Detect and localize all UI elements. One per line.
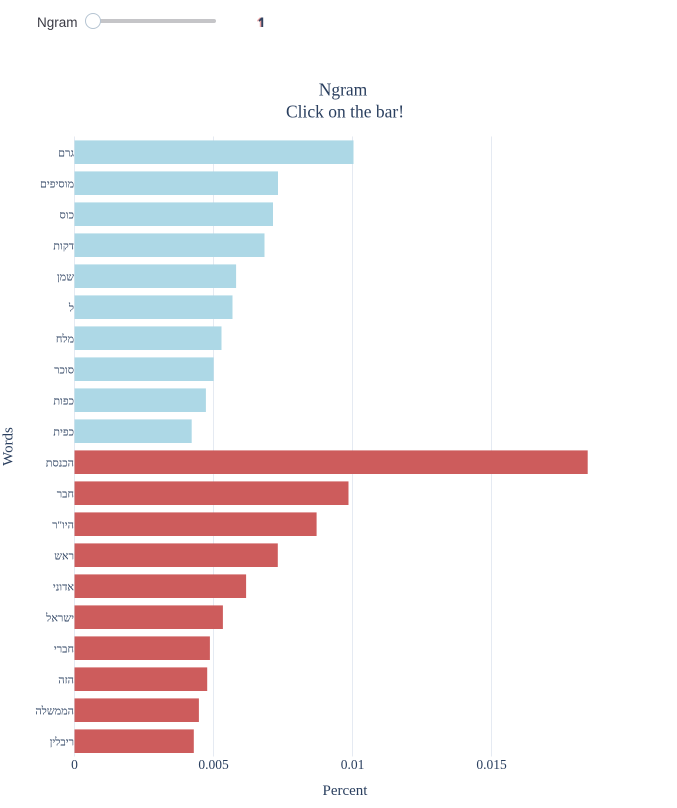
svg-text:0.01: 0.01	[341, 757, 365, 772]
svg-text:חברי: חברי	[54, 644, 74, 656]
svg-text:הכנסת: הכנסת	[46, 458, 74, 470]
svg-text:מוסיפים: מוסיפים	[40, 179, 74, 191]
svg-text:0.005: 0.005	[198, 757, 229, 772]
svg-text:Words: Words	[1, 427, 17, 466]
svg-text:ישראל: ישראל	[45, 613, 74, 625]
svg-text:הזה: הזה	[58, 675, 74, 687]
svg-text:חבר: חבר	[57, 489, 74, 501]
svg-text:Click on the bar!: Click on the bar!	[286, 101, 404, 121]
svg-text:שמן: שמן	[57, 272, 74, 284]
svg-text:0: 0	[71, 757, 78, 772]
svg-text:סוכר: סוכר	[54, 365, 74, 377]
svg-text:מלח: מלח	[56, 334, 74, 346]
svg-text:ראש: ראש	[54, 551, 74, 563]
svg-text:גרם: גרם	[58, 148, 74, 160]
svg-text:דקות: דקות	[53, 241, 74, 253]
svg-text:ל: ל	[68, 303, 74, 315]
svg-text:כפות: כפות	[53, 396, 74, 408]
svg-text:כפית: כפית	[53, 427, 74, 439]
svg-text:ריבלין: ריבלין	[50, 737, 74, 749]
svg-text:Ngram: Ngram	[319, 80, 368, 100]
svg-text:0.015: 0.015	[476, 757, 507, 772]
svg-text:היו"ר: היו"ר	[52, 520, 74, 532]
svg-text:כוס: כוס	[60, 210, 74, 222]
svg-text:Percent: Percent	[323, 783, 369, 799]
svg-text:אדוני: אדוני	[53, 582, 75, 594]
svg-text:הממשלה: הממשלה	[35, 706, 74, 718]
